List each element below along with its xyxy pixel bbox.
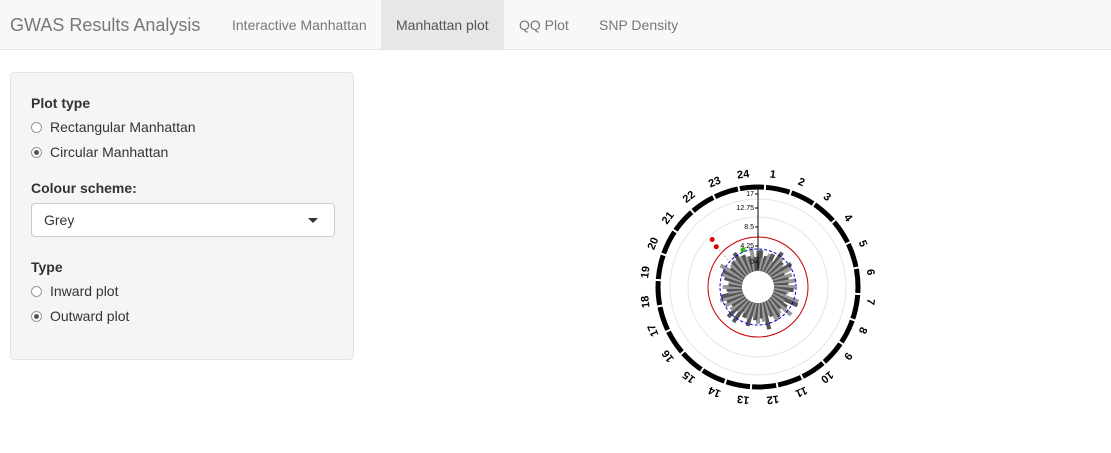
radio-circular-manhattan[interactable]: Circular Manhattan — [31, 142, 168, 162]
significant-snp-point — [710, 237, 715, 242]
chromosome-label: 16 — [660, 347, 677, 364]
chevron-down-icon — [308, 218, 318, 223]
colour-scheme-value: Grey — [44, 212, 74, 228]
chromosome-label: 23 — [707, 175, 723, 191]
chromosome-gap — [853, 267, 859, 268]
type-label: Type — [31, 259, 63, 275]
chromosome-label: 18 — [639, 295, 652, 309]
chromosome-label: 24 — [736, 168, 751, 182]
chromosome-label: 2 — [796, 176, 806, 189]
chromosome-label: 15 — [681, 368, 698, 385]
app-title[interactable]: GWAS Results Analysis — [10, 15, 200, 36]
radio-outward-plot[interactable]: Outward plot — [31, 306, 129, 326]
chromosome-label: 22 — [681, 189, 698, 206]
chromosome-label: 1 — [769, 169, 777, 182]
radial-tick-label: 8.5 — [744, 224, 754, 231]
radio-label: Rectangular Manhattan — [50, 119, 196, 135]
chromosome-label: 20 — [646, 236, 662, 252]
chromosome-gap — [657, 306, 663, 307]
tab-qq-plot[interactable]: QQ Plot — [504, 0, 584, 50]
chromosome-label: 14 — [706, 383, 723, 399]
colour-scheme-label: Colour scheme: — [31, 180, 137, 196]
radio-label: Outward plot — [50, 308, 129, 324]
significant-snp-point — [714, 244, 719, 249]
tab-manhattan-plot[interactable]: Manhattan plot — [381, 0, 504, 50]
chromosome-label: 17 — [646, 322, 662, 338]
chromosome-label: 8 — [856, 325, 869, 335]
chromosome-label: 6 — [864, 268, 877, 276]
radial-tick-label: 17 — [746, 191, 754, 198]
radio-label: Circular Manhattan — [50, 144, 168, 160]
radial-tick-label: 12.75 — [736, 205, 754, 212]
inner-hole — [742, 271, 774, 303]
chromosome-label: 19 — [639, 265, 652, 279]
chromosome-gap — [738, 186, 739, 192]
snp-bar — [755, 257, 756, 271]
chromosome-label: 7 — [864, 298, 877, 306]
radio-button[interactable] — [31, 122, 42, 133]
navbar: GWAS Results Analysis Interactive Manhat… — [0, 0, 1111, 50]
chromosome-label: 10 — [818, 368, 835, 385]
chromosome-label: 11 — [794, 384, 809, 400]
radial-tick-label: 0 — [750, 259, 754, 266]
colour-scheme-select[interactable]: Grey — [31, 203, 335, 237]
tab-snp-density[interactable]: SNP Density — [584, 0, 693, 50]
radio-button-selected[interactable] — [31, 311, 42, 322]
tab-interactive-manhattan[interactable]: Interactive Manhattan — [217, 0, 382, 50]
chromosome-label: 4 — [841, 212, 855, 225]
chromosome-label: 13 — [736, 392, 750, 405]
radio-inward-plot[interactable]: Inward plot — [31, 281, 118, 301]
radio-button-selected[interactable] — [31, 147, 42, 158]
radio-label: Inward plot — [50, 283, 118, 299]
radio-rectangular-manhattan[interactable]: Rectangular Manhattan — [31, 117, 196, 137]
chromosome-label: 21 — [660, 210, 677, 227]
chromosome-label: 3 — [821, 191, 833, 204]
chromosome-label: 5 — [856, 239, 869, 249]
radio-button[interactable] — [31, 286, 42, 297]
chromosome-label: 9 — [841, 350, 854, 362]
sidebar-panel: Plot type Rectangular Manhattan Circular… — [10, 72, 354, 360]
suggestive-snp-point — [741, 247, 746, 252]
chromosome-gap — [777, 382, 778, 388]
plot-type-label: Plot type — [31, 95, 90, 111]
chromosome-label: 12 — [766, 392, 780, 405]
